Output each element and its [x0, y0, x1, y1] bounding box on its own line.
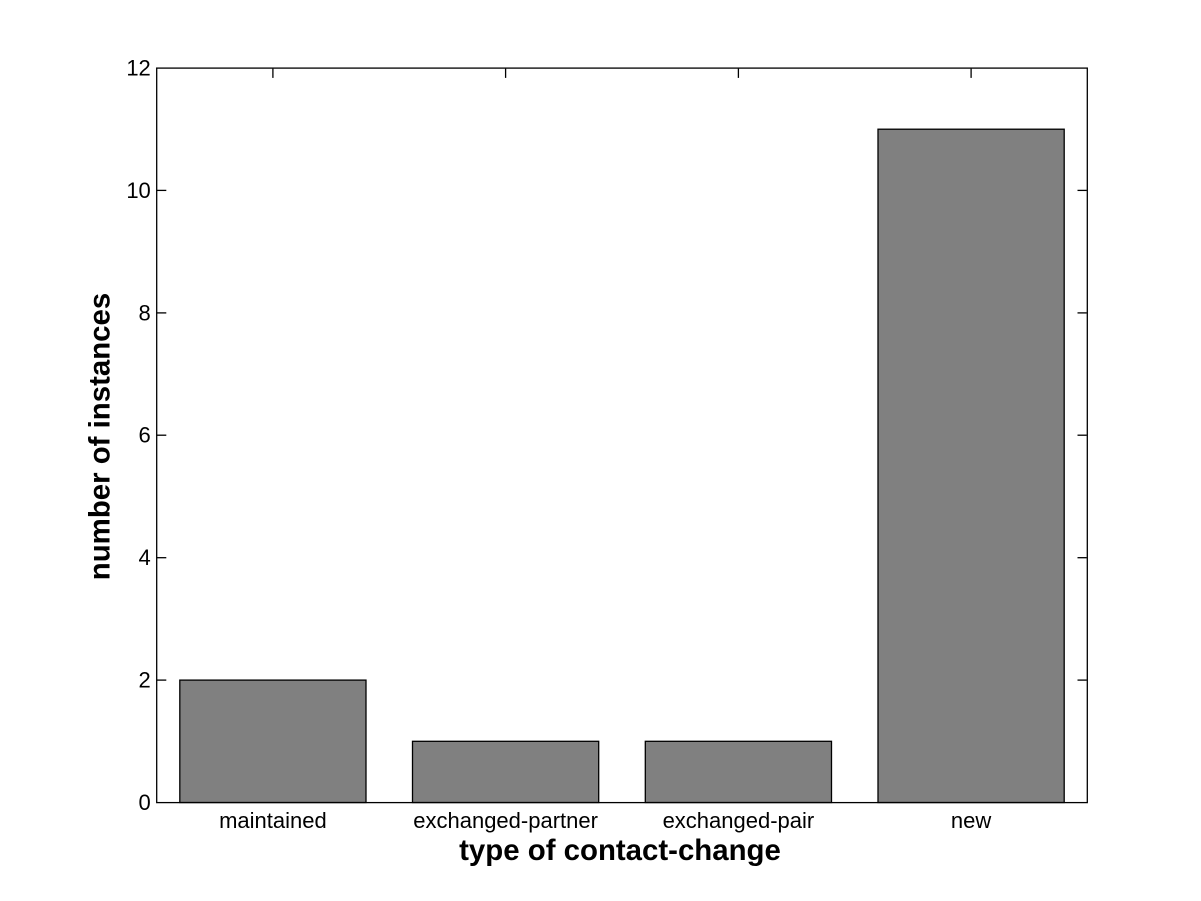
- svg-text:new: new: [951, 808, 991, 833]
- svg-text:6: 6: [139, 423, 151, 448]
- svg-text:exchanged-pair: exchanged-pair: [663, 808, 815, 833]
- svg-text:exchanged-partner: exchanged-partner: [413, 808, 598, 833]
- svg-text:4: 4: [139, 545, 151, 570]
- svg-text:12: 12: [126, 55, 150, 80]
- svg-text:number of instances: number of instances: [84, 293, 117, 580]
- svg-text:type of contact-change: type of contact-change: [459, 834, 781, 867]
- svg-text:0: 0: [139, 790, 151, 815]
- svg-text:maintained: maintained: [219, 808, 327, 833]
- svg-text:2: 2: [139, 668, 151, 693]
- svg-text:10: 10: [126, 178, 150, 203]
- svg-text:8: 8: [139, 300, 151, 325]
